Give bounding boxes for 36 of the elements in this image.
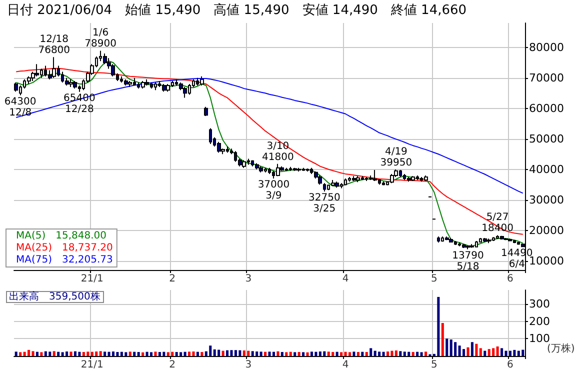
annotation: 12/18 76800	[38, 34, 70, 56]
y-tick-label: 40000	[529, 162, 564, 176]
text: MA(25) 18,737.20	[16, 242, 113, 254]
annotation: 4/19 39950	[380, 146, 412, 169]
x-tick-label: 21/1	[80, 274, 104, 284]
annotation: 37000 3/9	[258, 180, 290, 202]
x-tick-label: 21/1	[80, 360, 104, 370]
text: MA(75) 32,205.73	[16, 254, 113, 266]
x-tick-label: 6	[507, 360, 514, 370]
text: MA(5) 15,848.00	[16, 230, 107, 242]
x-tick-label: 2	[169, 274, 176, 284]
x-tick-label: 2	[169, 360, 176, 370]
annotation: 13790 5/18	[452, 250, 484, 272]
x-tick-label: 5	[431, 360, 438, 370]
y-tick-label: 50000	[529, 132, 564, 146]
annotation: 1/6 78900	[84, 28, 116, 50]
chart-title: 出来高 359,500株	[9, 290, 100, 302]
y-tick-label: 60000	[529, 102, 564, 115]
y-tick-label: 100	[529, 332, 550, 346]
chart-title: 日付 2021/06/04 始値 15,490 高値 15,490 安値 14,490 終値 14,660	[7, 2, 467, 18]
y-tick-label: 200	[529, 314, 550, 328]
annotation: 32750 3/25	[308, 192, 340, 214]
y-axis-title: (万株)	[547, 342, 575, 355]
x-tick-label: 4	[342, 274, 349, 284]
x-tick-label: 5	[431, 274, 438, 284]
y-tick-label: 20000	[529, 224, 564, 237]
y-tick-label: 80000	[529, 40, 564, 54]
x-tick-label: 3	[245, 360, 252, 370]
annotation: 64300 12/8	[4, 96, 36, 118]
annotation: 3/10 41800	[262, 140, 294, 163]
x-tick-label: 3	[245, 274, 252, 284]
y-tick-label: 300	[529, 297, 550, 310]
y-tick-label: 70000	[529, 71, 564, 84]
x-tick-label: 6	[507, 274, 514, 284]
y-tick-label: 30000	[529, 193, 564, 206]
x-tick-label: 4	[342, 360, 349, 370]
